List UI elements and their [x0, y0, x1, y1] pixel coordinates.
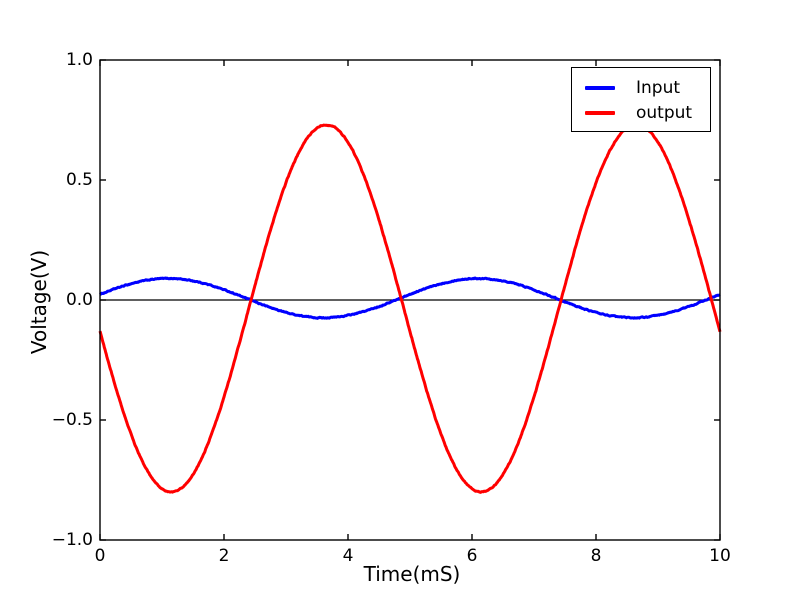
- y-tick-label-0.0: 0.0: [65, 290, 93, 310]
- legend-line-sample-output: [585, 110, 615, 115]
- legend-line-sample-input: [585, 85, 615, 90]
- x-tick-label-10: 10: [709, 546, 731, 566]
- legend: Input output: [571, 67, 711, 132]
- y-tick-label-1.0: 1.0: [65, 50, 93, 70]
- y-tick-label-−1.0: −1.0: [51, 530, 93, 550]
- x-tick-label-8: 8: [590, 546, 602, 566]
- legend-label-input: Input: [636, 77, 681, 98]
- legend-item-output: output: [572, 100, 710, 125]
- x-tick-label-6: 6: [466, 546, 478, 566]
- x-tick-label-0: 0: [94, 546, 106, 566]
- legend-item-input: Input: [572, 75, 710, 100]
- legend-label-output: output: [636, 102, 693, 123]
- y-tick-label-−0.5: −0.5: [51, 410, 93, 430]
- x-tick-label-2: 2: [218, 546, 230, 566]
- x-axis-label: Time(mS): [363, 562, 461, 586]
- x-tick-label-4: 4: [342, 546, 354, 566]
- y-tick-label-0.5: 0.5: [65, 170, 93, 190]
- series-line-output: [98, 123, 722, 494]
- series-line-input: [99, 276, 721, 320]
